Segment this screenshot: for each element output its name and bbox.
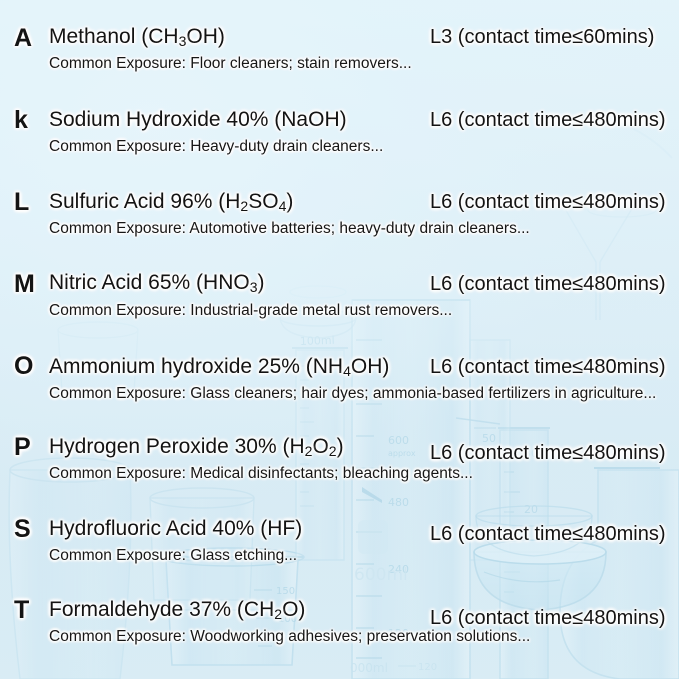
chemical-name-sulfuric-acid: Sulfuric Acid 96% (H2SO4) [49, 190, 294, 214]
protection-level-badge: L6 (contact time≤480mins) [430, 523, 666, 545]
row-marker-a: A [14, 24, 33, 52]
common-exposure-text: Common Exposure: Glass etching... [49, 547, 298, 564]
common-exposure-text: Common Exposure: Automotive batteries; h… [49, 220, 530, 237]
chemical-name-hydrofluoric-acid: Hydrofluoric Acid 40% (HF) [49, 517, 303, 540]
chemical-name-methanol: Methanol (CH3OH) [49, 25, 225, 49]
common-exposure-text: Common Exposure: Woodworking adhesives; … [49, 628, 531, 645]
row-marker-k: k [14, 106, 29, 134]
chemical-name-ammonium-hydroxide: Ammonium hydroxide 25% (NH4OH) [49, 355, 390, 379]
protection-level-badge: L6 (contact time≤480mins) [430, 356, 666, 378]
chemical-name-sodium-hydroxide: Sodium Hydroxide 40% (NaOH) [49, 108, 347, 131]
common-exposure-text: Common Exposure: Glass cleaners; hair dy… [49, 385, 657, 402]
row-marker-p: P [14, 433, 31, 461]
row-marker-t: T [14, 596, 30, 624]
common-exposure-text: Common Exposure: Medical disinfectants; … [49, 465, 473, 482]
row-marker-o: O [14, 352, 34, 380]
chemical-name-nitric-acid: Nitric Acid 65% (HNO3) [49, 271, 265, 295]
protection-level-badge: L6 (contact time≤480mins) [430, 109, 666, 131]
protection-level-badge: L6 (contact time≤480mins) [430, 191, 666, 213]
protection-level-badge: L6 (contact time≤480mins) [430, 273, 666, 295]
chemical-name-formaldehyde: Formaldehyde 37% (CH2O) [49, 598, 306, 622]
protection-level-badge: L6 (contact time≤480mins) [430, 607, 666, 629]
protection-level-badge: L3 (contact time≤60mins) [430, 26, 655, 48]
common-exposure-text: Common Exposure: Industrial-grade metal … [49, 302, 453, 319]
common-exposure-text: Common Exposure: Heavy-duty drain cleane… [49, 138, 384, 155]
row-marker-l: L [14, 188, 30, 216]
protection-level-badge: L6 (contact time≤480mins) [430, 442, 666, 464]
row-marker-m: M [14, 270, 36, 298]
row-marker-s: S [14, 515, 31, 543]
chemical-name-hydrogen-peroxide: Hydrogen Peroxide 30% (H2O2) [49, 435, 344, 459]
common-exposure-text: Common Exposure: Floor cleaners; stain r… [49, 55, 412, 72]
